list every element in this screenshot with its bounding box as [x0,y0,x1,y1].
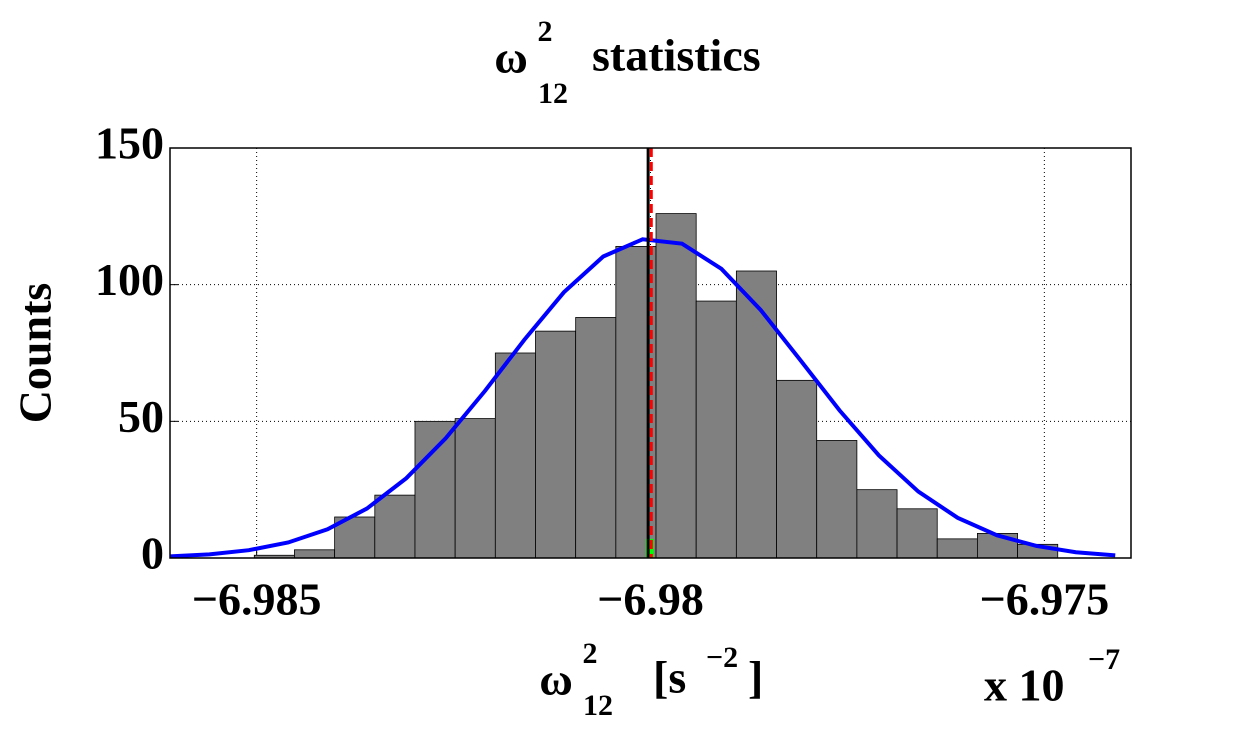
x-multiplier: x 10 [984,660,1065,711]
bar [294,549,336,559]
xlabel-sub: 12 [583,689,613,722]
x-tick-label: −6.975 [979,574,1109,625]
bar [655,213,697,559]
bar [494,352,536,559]
marker-bar [645,538,654,558]
bar [374,494,416,559]
y-tick-label: 50 [118,391,164,442]
bar [856,489,898,559]
title-sup: 2 [538,15,553,48]
bar [816,440,858,559]
bar [695,300,737,559]
chart-title: statistics [592,30,761,81]
title-symbol: ω [494,32,528,83]
bar [896,508,938,559]
bar [535,330,577,559]
y-axis-label: Counts [10,283,61,424]
xlabel-symbol: ω [539,654,573,705]
x-tick-label: −6.985 [192,574,322,625]
bar [414,420,456,559]
y-tick-label: 100 [95,254,164,305]
xlabel-unit: [s [653,652,686,703]
bar [936,538,978,559]
bar [776,379,818,559]
y-tick-label: 0 [141,528,164,579]
fit-curve [169,237,1116,559]
y-tick-label: 150 [95,118,164,169]
xlabel-unit-sup: −2 [706,641,738,674]
x-multiplier-sup: −7 [1088,643,1120,676]
bar [575,317,617,559]
xlabel-sup: 2 [583,637,598,670]
plot-frame [169,147,1132,559]
xlabel-unit-end: ] [748,652,763,703]
title-sub: 12 [538,77,568,110]
bar [735,270,777,559]
bar [454,418,496,559]
x-tick-label: −6.98 [597,574,704,625]
